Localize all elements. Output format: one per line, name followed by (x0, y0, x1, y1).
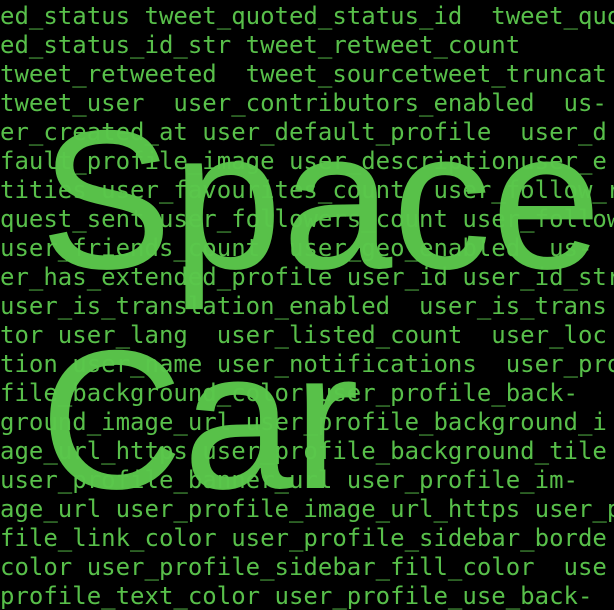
field-line: quest_sent user_followers_count user_fol… (0, 205, 614, 233)
field-line: tities user_favourites_count user_follow… (0, 176, 614, 204)
title-word: Space (40, 89, 601, 310)
field-line: tweet_user user_contributors_enabled us- (0, 89, 607, 117)
field-line: age_url user_profile_image_url_https use… (0, 495, 614, 523)
title-word: Car (40, 309, 359, 530)
field-line: er_created_at user_default_profile user_… (0, 118, 607, 146)
field-line: color user_profile_sidebar_fill_color us… (0, 553, 607, 581)
field-line: tweet_retweeted tweet_sourcetweet_trunca… (0, 60, 607, 88)
field-line: profile_text_color user_profile_use_back… (0, 582, 592, 610)
field-line: tion user_name user_notifications user_p… (0, 350, 614, 378)
field-line: user_is_translation_enabled user_is_tran… (0, 292, 607, 320)
field-line: file_link_color user_profile_sidebar_bor… (0, 524, 607, 552)
field-line: fault_profile_image user_descriptionuser… (0, 147, 607, 175)
field-line: user_friends_count user_geo_enabled us- (0, 234, 592, 262)
field-line: ed_status_id_str tweet_retweet_count (0, 31, 520, 59)
field-line: file_background_color user_profile_back- (0, 379, 578, 407)
field-line: ground_image_url user_profile_background… (0, 408, 607, 436)
field-line: tor user_lang user_listed_count user_loc (0, 321, 607, 349)
field-line: er_has_extended_profile user_id user_id_… (0, 263, 614, 291)
field-line: age_url_https user_profile_background_ti… (0, 437, 607, 465)
field-line: ed_status tweet_quoted_status_id tweet_q… (0, 2, 614, 30)
field-line: user_profile_banner_url user_profile_im- (0, 466, 578, 494)
